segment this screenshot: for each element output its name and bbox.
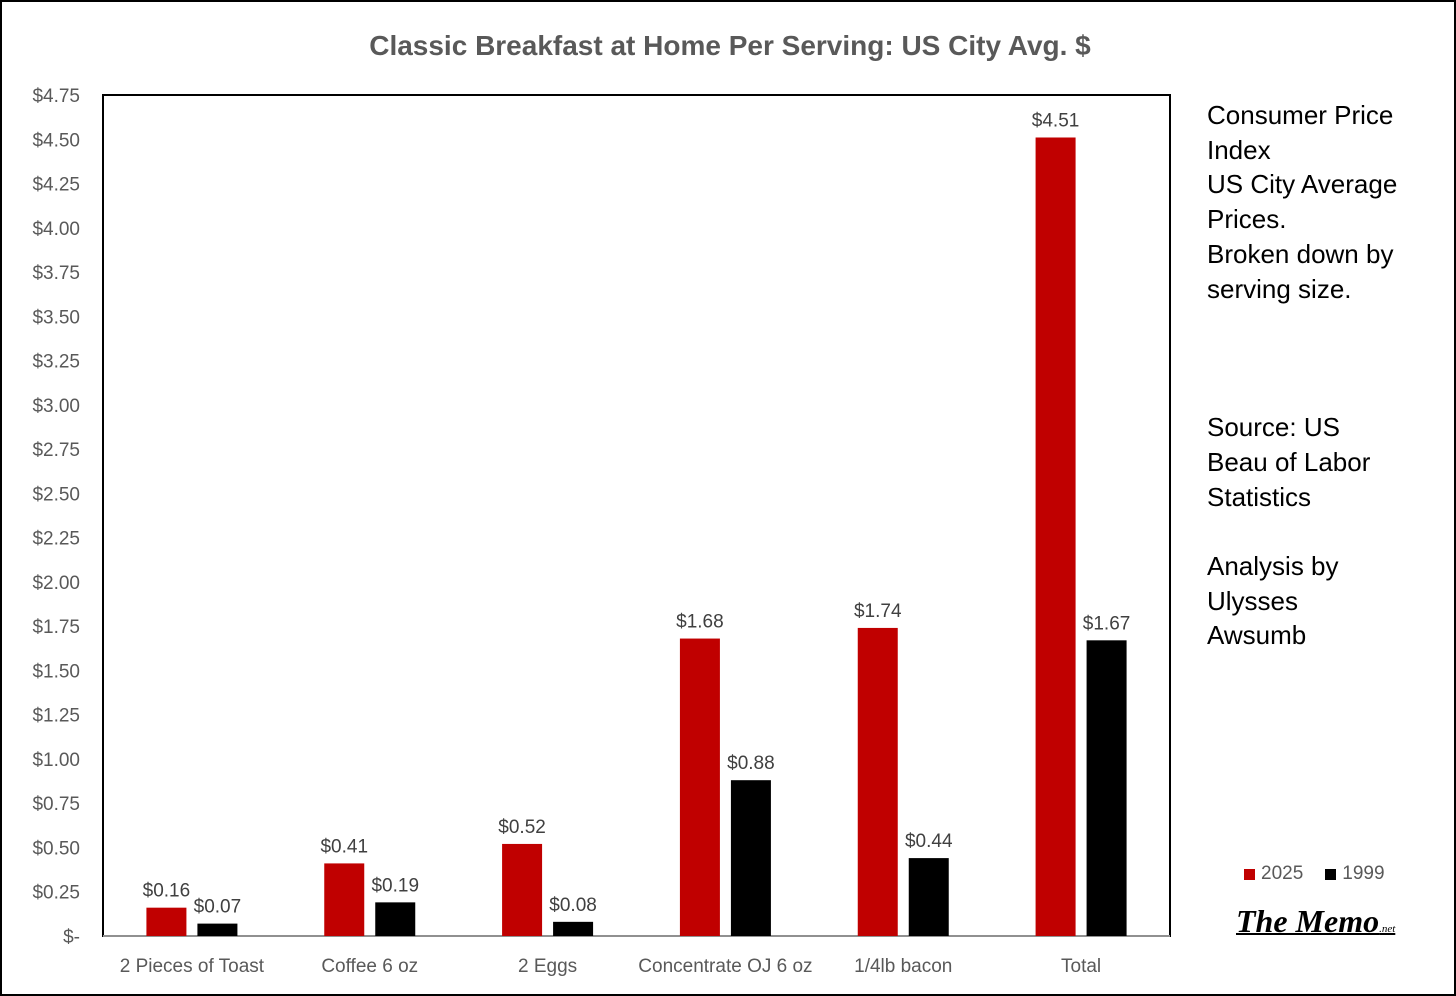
y-tick-label: $2.00 [32,573,80,594]
bar-2025 [324,863,365,936]
bar-2025 [146,907,187,936]
bar-1999 [197,923,238,936]
y-tick-label: $2.25 [32,529,80,550]
bar-1999 [1086,640,1127,936]
watermark-main: The Memo [1236,903,1380,939]
legend-item-1999: 1999 [1325,863,1385,885]
y-tick-label: $- [63,927,80,948]
y-tick-label: $0.75 [32,794,80,815]
plot-area-border [102,94,1171,937]
annotation-author: Analysis by Ulysses Awsumb [1207,551,1339,651]
chart-title: Classic Breakfast at Home Per Serving: U… [369,30,1091,61]
bar-2025 [1035,137,1076,937]
category-labels-group: 2 Pieces of Toast Coffee 6 oz 2 Eggs Concen… [120,956,1101,977]
y-tick-label: $4.50 [32,130,80,151]
data-label-2025: $0.41 [320,836,368,857]
data-label-1999: $0.19 [371,875,419,896]
y-tick-label: $3.00 [32,396,80,417]
y-tick-label: $4.25 [32,175,80,196]
x-category-label: 2 Eggs [518,956,577,977]
bar-1999 [375,902,416,936]
legend-swatch-1999 [1325,868,1337,880]
x-category-label: 2 Pieces of Toast [120,956,265,977]
data-label-1999: $0.07 [194,897,242,918]
legend: 2025 1999 [1244,863,1407,885]
x-category-label: Coffee 6 oz [321,956,418,977]
y-tick-label: $1.25 [32,706,80,727]
bars-group [146,137,1127,937]
x-category-label: Concentrate OJ 6 oz [638,956,812,977]
data-label-2025: $1.74 [854,601,902,622]
y-tick-label: $2.50 [32,484,80,505]
annotation-text: Consumer Price Index US City Average Pri… [1207,98,1447,653]
data-label-1999: $0.08 [549,895,597,916]
y-tick-label: $1.50 [32,661,80,682]
legend-label-1999: 1999 [1342,863,1385,884]
y-tick-label: $3.25 [32,352,80,373]
annotation-cpi-description: Consumer Price Index US City Average Pri… [1207,100,1398,304]
y-axis-ticks: $- $0.25 $0.50 $0.75 $1.00 $1.25 $1.50 $1.75 $2.… [32,86,80,948]
y-tick-label: $1.00 [32,750,80,771]
y-tick-label: $1.75 [32,617,80,638]
bar-2025 [502,843,543,936]
data-label-2025: $4.51 [1032,110,1080,131]
bar-2025 [857,627,898,936]
legend-item-2025: 2025 [1244,863,1303,885]
y-tick-label: $3.75 [32,263,80,284]
x-category-label: 1/4lb bacon [854,956,952,977]
watermark-logo: The Memo.net [1236,903,1395,940]
data-label-2025: $0.52 [498,817,546,838]
y-tick-label: $0.25 [32,883,80,904]
data-label-2025: $0.16 [143,881,191,902]
legend-label-2025: 2025 [1261,863,1304,884]
data-label-1999: $0.44 [905,831,953,852]
legend-swatch-2025 [1244,868,1255,880]
bar-2025 [679,638,720,936]
data-label-1999: $1.67 [1083,613,1131,634]
bar-1999 [730,780,771,936]
data-label-2025: $1.68 [676,612,724,633]
x-category-label: Total [1061,956,1101,977]
annotation-source: Source: US Beau of Labor Statistics [1207,412,1371,512]
y-tick-label: $4.75 [32,86,80,107]
y-tick-label: $4.00 [32,219,80,240]
y-tick-label: $0.50 [32,838,80,859]
data-labels-group: $0.16$0.07 $0.41$0.19 $0.52 $0.08 $1.68 $0.88… [143,110,1131,917]
data-label-1999: $0.88 [727,753,775,774]
bar-1999 [553,921,594,936]
watermark-suffix: .net [1379,923,1396,935]
y-tick-label: $3.50 [32,307,80,328]
bar-1999 [908,858,949,936]
y-tick-label: $2.75 [32,440,80,461]
